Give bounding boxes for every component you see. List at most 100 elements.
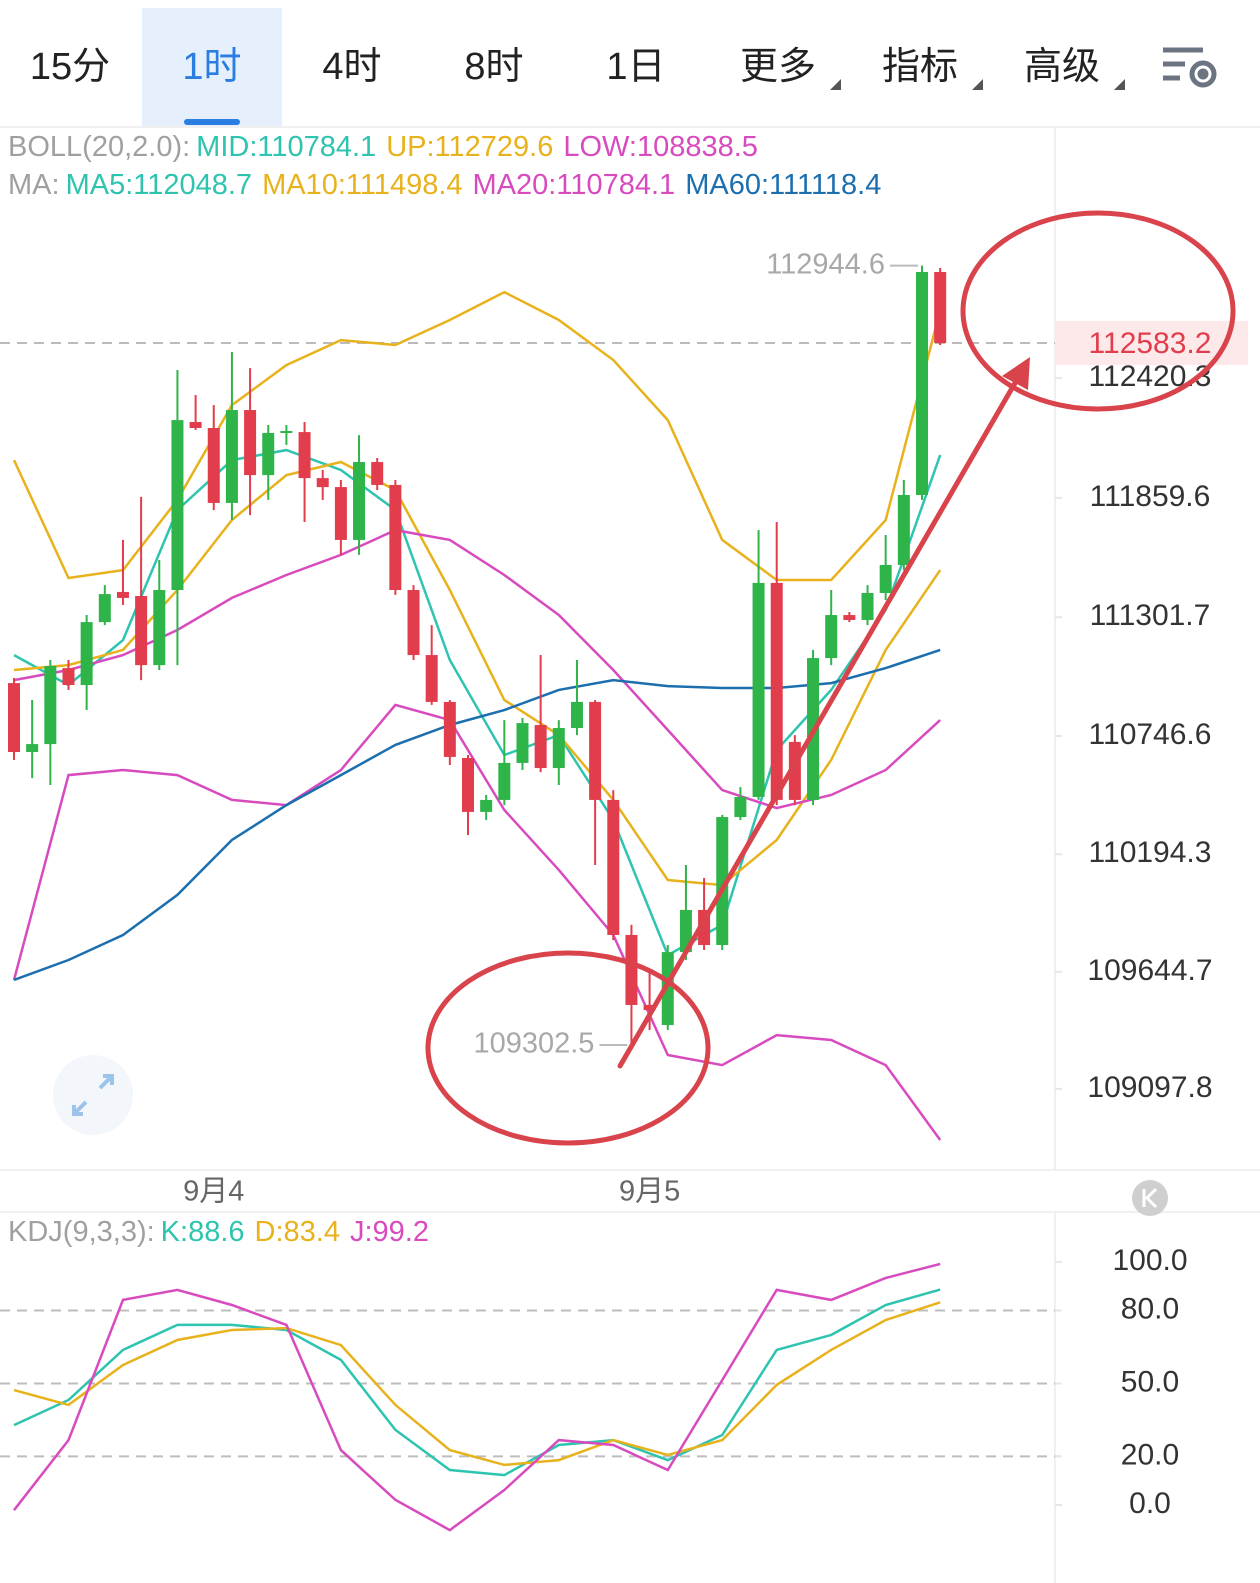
- button-bg: [1132, 1180, 1168, 1216]
- y-tick-label: 50.0: [1121, 1365, 1179, 1398]
- legend-name: UP:: [386, 131, 434, 163]
- y-tick-label: 111301.7: [1090, 599, 1211, 632]
- candle-body: [661, 952, 674, 1026]
- indicator-line: [13, 528, 942, 810]
- candle-body: [516, 723, 529, 763]
- tab-label[interactable]: 更多: [740, 46, 816, 88]
- indicator-line: [12, 703, 942, 1141]
- y-tick-label: 110194.3: [1089, 836, 1212, 869]
- legend-value: 110784.1: [556, 169, 675, 201]
- tab-label[interactable]: 4时: [322, 46, 381, 88]
- candle-body: [153, 590, 166, 666]
- candle-body: [225, 410, 238, 503]
- candle-body: [44, 665, 57, 745]
- candle-body: [589, 701, 602, 800]
- tab-label[interactable]: 高级: [1024, 46, 1100, 88]
- candle-body: [407, 590, 420, 656]
- candle-body: [498, 762, 511, 800]
- legend-name: MA20:: [473, 169, 557, 201]
- tab-bar: 15分 1时 4时 8时 1日 更多 指标 高级: [30, 8, 1125, 126]
- candle-body: [625, 934, 638, 1005]
- tab-label[interactable]: 1日: [606, 46, 665, 88]
- icon-gear-hub: [1197, 68, 1209, 80]
- candle-body: [897, 494, 910, 565]
- indicator-line: [13, 460, 942, 887]
- candle-body: [570, 701, 583, 729]
- candle-body: [316, 478, 329, 488]
- k-icon: [1142, 1187, 1158, 1209]
- active-tab-underline: [184, 119, 240, 125]
- indicator-legend: MA: MA5:112048.7 MA10:111498.4 MA20:110784.…: [8, 169, 881, 201]
- tab-label[interactable]: 8时: [464, 46, 523, 88]
- annotation: [425, 210, 1236, 1146]
- legend-name: MA60:: [685, 169, 769, 201]
- candle-body: [171, 420, 184, 591]
- candle-body: [334, 487, 347, 540]
- y-tick-label: 100.0: [1112, 1244, 1187, 1277]
- candle-body: [879, 564, 892, 594]
- indicator-line: [13, 648, 941, 982]
- tab-label[interactable]: 15分: [30, 46, 110, 88]
- legend-name: MID:: [196, 131, 257, 163]
- expand-button[interactable]: [53, 1055, 133, 1135]
- tab-label[interactable]: 1时: [182, 46, 241, 88]
- candle-body: [480, 799, 493, 812]
- active-tab-bg: [142, 8, 282, 126]
- legend-value: 108838.5: [637, 131, 758, 163]
- max-label: 112944.6: [766, 248, 885, 280]
- candle-body: [552, 728, 565, 769]
- candle-body: [135, 596, 148, 666]
- indicator-legend: BOLL(20,2.0): MID:110784.1 UP:112729.6 LOW:…: [8, 131, 758, 163]
- legend-value: 112729.6: [435, 131, 554, 163]
- candle-body: [371, 462, 384, 485]
- candle-body: [679, 909, 692, 953]
- x-tick-label: 9月4: [183, 1176, 244, 1208]
- tab-label[interactable]: 指标: [882, 46, 958, 88]
- indicator-legend: KDJ(9,3,3): K:88.6 D:83.4 J:99.2: [8, 1216, 429, 1248]
- y-tick-label: 109097.8: [1087, 1071, 1212, 1104]
- legend-value: 88.6: [188, 1216, 244, 1248]
- candle-body: [189, 422, 202, 429]
- legend-value: 111118.4: [769, 169, 881, 201]
- kdj-line: [13, 1288, 941, 1477]
- dropdown-marker: [972, 79, 983, 90]
- candle-body: [825, 615, 838, 659]
- highlight-circle: [425, 950, 711, 1146]
- candle-body: [62, 668, 75, 686]
- candle-body: [916, 272, 928, 495]
- dropdown-marker: [830, 79, 841, 90]
- candle-body: [752, 582, 765, 797]
- candle-body: [98, 594, 111, 623]
- candle-body: [280, 431, 293, 434]
- min-label: 109302.5: [473, 1028, 594, 1060]
- icon-gear: [1189, 60, 1217, 88]
- expand-icon: [72, 1074, 114, 1116]
- current-price-label: 112583.2: [1089, 327, 1212, 360]
- candle-body: [934, 272, 947, 344]
- y-tick-label: 110746.6: [1089, 718, 1212, 751]
- indicator-line: [12, 290, 942, 582]
- legend-name: MA10:: [262, 169, 346, 201]
- k-button[interactable]: [1132, 1180, 1168, 1216]
- legend-value: 110784.1: [257, 131, 376, 163]
- kdj-panel: KDJ(9,3,3): K:88.6 D:83.4 J:99.2 100.0 80.0 50…: [0, 1216, 1188, 1532]
- legend-name: D:: [255, 1216, 284, 1248]
- button-bg: [53, 1055, 133, 1135]
- highlight-circle: [960, 210, 1236, 412]
- candle-body: [262, 432, 275, 476]
- legend-label: BOLL(20,2.0):: [8, 131, 190, 163]
- candle-body: [8, 683, 20, 752]
- price-panel: BOLL(20,2.0): MID:110784.1 UP:112729.6 LOW:…: [0, 131, 1248, 1208]
- legend-name: J:: [350, 1216, 373, 1248]
- candle-body: [298, 432, 311, 479]
- y-tick-label: 0.0: [1129, 1487, 1171, 1520]
- legend-name: K:: [161, 1216, 188, 1248]
- candle-body: [443, 701, 456, 757]
- y-tick-label: 80.0: [1121, 1292, 1179, 1325]
- x-tick-label: 9月5: [619, 1176, 680, 1208]
- candle-body: [770, 582, 783, 800]
- settings-icon[interactable]: [1163, 47, 1217, 88]
- arrow-head: [1002, 357, 1030, 390]
